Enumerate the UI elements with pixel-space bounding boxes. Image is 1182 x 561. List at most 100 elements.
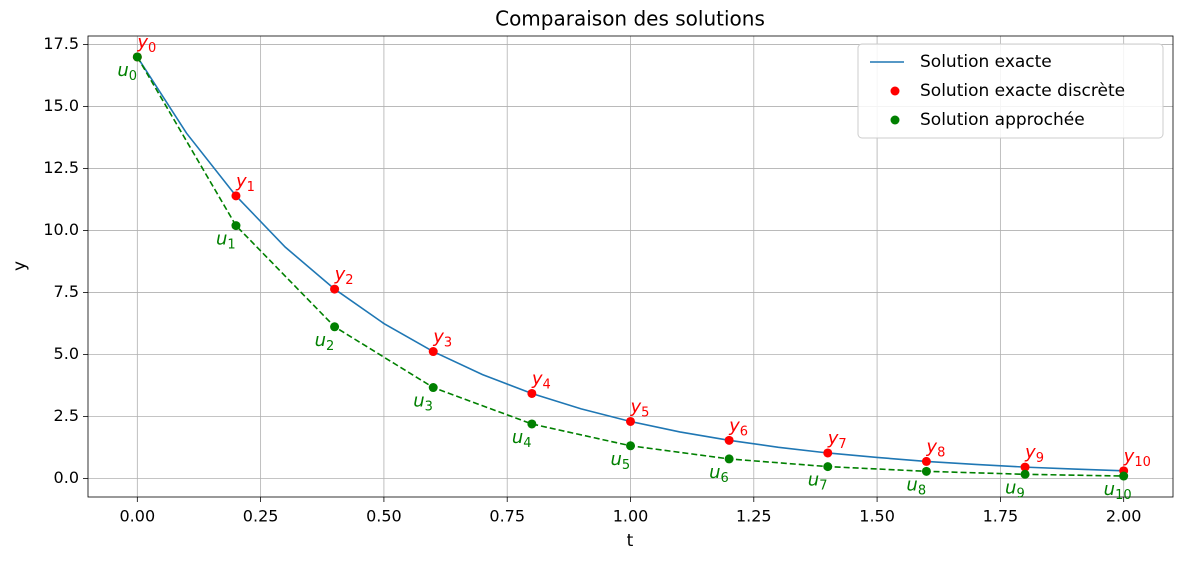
label-symbol: u xyxy=(315,330,326,351)
label-subscript: 7 xyxy=(838,436,846,451)
legend-label: Solution exacte discrète xyxy=(920,81,1125,101)
label-symbol: y xyxy=(630,396,642,417)
y-tick-label: 5.0 xyxy=(54,344,79,363)
point xyxy=(527,419,537,429)
y-tick-label: 7.5 xyxy=(54,282,79,301)
point xyxy=(921,466,931,476)
label-subscript: 9 xyxy=(1016,486,1024,501)
x-axis-label: t xyxy=(627,531,634,551)
point xyxy=(428,383,438,393)
point xyxy=(330,284,340,294)
point xyxy=(231,191,241,201)
label-symbol: u xyxy=(1104,479,1115,500)
label-subscript: 6 xyxy=(721,470,729,485)
label-symbol: u xyxy=(808,470,819,491)
legend-swatch xyxy=(890,86,900,96)
legend-label: Solution approchée xyxy=(920,110,1085,130)
y-tick-label: 12.5 xyxy=(43,158,79,177)
point xyxy=(724,454,734,464)
label-subscript: 10 xyxy=(1115,488,1132,503)
label-symbol: u xyxy=(512,427,523,448)
point-label: y7 xyxy=(827,428,847,452)
label-subscript: 2 xyxy=(345,273,353,288)
point-label: u9 xyxy=(1005,477,1025,501)
x-tick-label: 0.50 xyxy=(366,507,402,526)
label-symbol: y xyxy=(432,327,444,348)
point-label: y1 xyxy=(235,171,255,195)
point-label: u8 xyxy=(906,474,926,498)
label-subscript: 10 xyxy=(1134,454,1151,469)
y-axis-label: y xyxy=(10,261,30,271)
y-tick-label: 15.0 xyxy=(43,96,79,115)
point xyxy=(527,388,537,398)
point-label: u4 xyxy=(512,427,532,451)
label-subscript: 4 xyxy=(543,377,551,392)
x-tick-label: 1.25 xyxy=(736,507,772,526)
label-subscript: 3 xyxy=(444,335,452,350)
label-subscript: 5 xyxy=(641,405,649,420)
label-symbol: u xyxy=(906,474,917,495)
label-symbol: y xyxy=(1024,442,1036,463)
label-symbol: u xyxy=(117,60,128,81)
label-symbol: y xyxy=(334,264,346,285)
point-label: u10 xyxy=(1104,479,1132,503)
x-tick-label: 0.00 xyxy=(120,507,156,526)
label-subscript: 0 xyxy=(148,40,156,55)
label-symbol: y xyxy=(531,368,543,389)
plot-frame xyxy=(87,35,1174,498)
label-symbol: u xyxy=(709,462,720,483)
point xyxy=(231,221,241,231)
label-symbol: y xyxy=(827,428,839,449)
label-subscript: 3 xyxy=(425,399,433,414)
x-tick-label: 1.75 xyxy=(983,507,1019,526)
legend-box xyxy=(857,43,1164,139)
y-tick-label: 17.5 xyxy=(43,34,79,53)
label-symbol: u xyxy=(1005,477,1016,498)
label-subscript: 1 xyxy=(247,179,255,194)
label-subscript: 1 xyxy=(227,237,235,252)
x-tick-label: 0.25 xyxy=(243,507,279,526)
label-symbol: u xyxy=(413,391,424,412)
y-tick-label: 10.0 xyxy=(43,220,79,239)
label-symbol: y xyxy=(235,171,247,192)
x-tick-label: 0.75 xyxy=(489,507,525,526)
point-label: u3 xyxy=(413,391,433,415)
x-tick-label: 1.50 xyxy=(859,507,895,526)
point-label: y3 xyxy=(432,327,452,351)
label-symbol: u xyxy=(611,449,622,470)
label-symbol: u xyxy=(216,229,227,250)
legend-swatch xyxy=(890,115,900,125)
point xyxy=(330,322,340,332)
point xyxy=(626,416,635,426)
point-label: y10 xyxy=(1123,446,1151,470)
point-label: y4 xyxy=(531,368,551,392)
point-label: u0 xyxy=(117,60,137,84)
point xyxy=(823,448,833,458)
point-label: u7 xyxy=(808,470,828,494)
point xyxy=(132,52,142,62)
point-label: u1 xyxy=(216,229,236,253)
point-label: u2 xyxy=(315,330,335,354)
point-label: y5 xyxy=(630,396,650,420)
y-tick-label: 2.5 xyxy=(54,406,79,425)
label-subscript: 9 xyxy=(1036,451,1044,466)
label-subscript: 8 xyxy=(918,483,926,498)
point xyxy=(921,456,931,466)
point-label: u5 xyxy=(611,449,631,473)
point-label: y6 xyxy=(728,415,748,439)
label-subscript: 4 xyxy=(523,435,531,450)
y-tick-label: 0.0 xyxy=(54,468,79,487)
point xyxy=(428,347,438,357)
x-tick-label: 2.00 xyxy=(1106,507,1142,526)
label-subscript: 2 xyxy=(326,338,334,353)
label-symbol: y xyxy=(925,436,937,457)
label-symbol: y xyxy=(728,415,740,436)
point xyxy=(1020,462,1030,472)
label-subscript: 8 xyxy=(937,445,945,460)
x-tick-label: 1.00 xyxy=(613,507,649,526)
label-subscript: 6 xyxy=(740,424,748,439)
point-label: u6 xyxy=(709,462,729,486)
point-label: y2 xyxy=(334,264,354,288)
